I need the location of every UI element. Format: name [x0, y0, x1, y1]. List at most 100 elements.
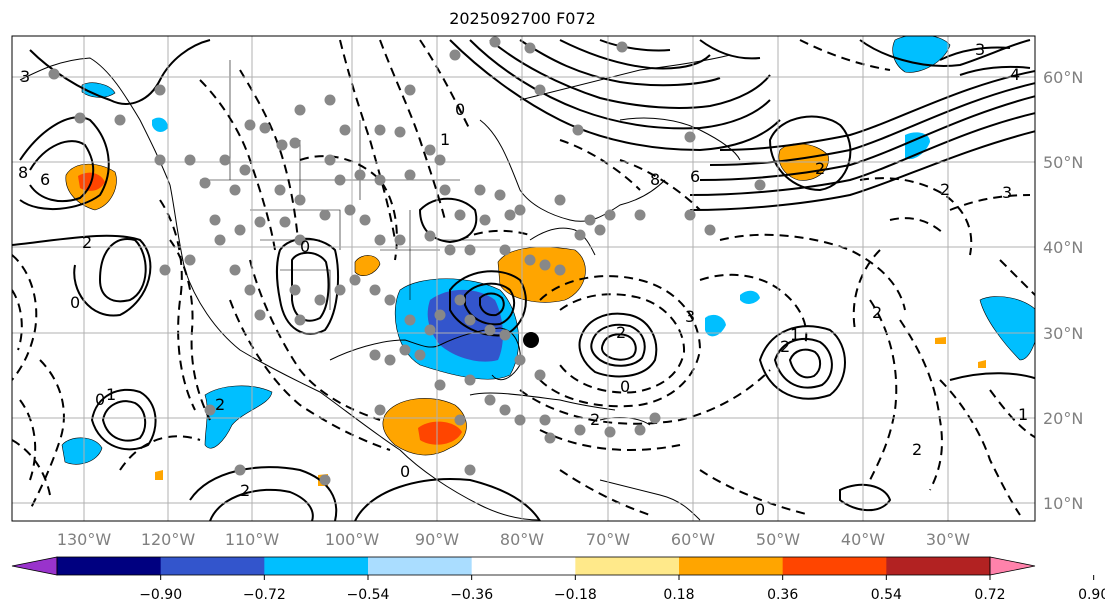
station-dot — [594, 224, 606, 236]
colorbar-segment — [886, 557, 991, 575]
colorbar-tick-label: −0.72 — [243, 587, 286, 603]
shade-light-blue — [905, 132, 930, 160]
station-dot — [244, 119, 256, 131]
colorbar-segment — [679, 557, 784, 575]
station-dot — [424, 324, 436, 336]
station-dot — [489, 36, 501, 48]
station-dot — [524, 254, 536, 266]
contour-label: 4 — [1010, 65, 1020, 84]
station-dot — [439, 184, 451, 196]
station-dot — [634, 209, 646, 221]
station-dot — [234, 464, 246, 476]
station-dot — [184, 154, 196, 166]
station-dot — [514, 204, 526, 216]
station-dot — [534, 84, 546, 96]
colorbar-tick-label: −0.54 — [347, 587, 390, 603]
shade-light-blue — [152, 117, 168, 132]
station-dot — [539, 259, 551, 271]
lon-tick-label: 60°W — [671, 530, 715, 549]
station-dot — [374, 404, 386, 416]
station-dot — [324, 154, 336, 166]
shade-orange — [935, 337, 946, 344]
station-dot — [204, 404, 216, 416]
station-dot — [319, 209, 331, 221]
contour-label: 0 — [400, 462, 410, 481]
station-dot — [229, 264, 241, 276]
station-dot — [399, 344, 411, 356]
station-dot — [574, 424, 586, 436]
station-dot — [494, 189, 506, 201]
station-dot — [209, 214, 221, 226]
station-dot — [334, 284, 346, 296]
station-dot — [214, 234, 226, 246]
station-dot — [404, 314, 416, 326]
colorbar-segment — [264, 557, 369, 575]
lat-tick-label: 30°N — [1043, 324, 1083, 343]
lon-tick-label: 30°W — [926, 530, 970, 549]
lat-tick-label: 50°N — [1043, 153, 1083, 172]
station-dot — [464, 464, 476, 476]
station-dot — [554, 194, 566, 206]
lat-tick-label: 40°N — [1043, 238, 1083, 257]
station-dot — [114, 114, 126, 126]
shade-orange — [354, 255, 381, 276]
station-dot — [154, 84, 166, 96]
station-dot — [574, 229, 586, 241]
station-dot — [414, 349, 426, 361]
station-dot — [394, 126, 406, 138]
colorbar-tick-label: 0.36 — [767, 587, 798, 603]
station-dot — [384, 294, 396, 306]
station-dot — [479, 214, 491, 226]
colorbar-extend-low — [11, 556, 58, 576]
contour-label: 0 — [755, 500, 765, 519]
station-dot — [259, 122, 271, 134]
contour-label: 3 — [975, 40, 985, 59]
lon-tick-label: 50°W — [756, 530, 800, 549]
contour-label: 1 — [106, 385, 116, 404]
station-dot — [374, 174, 386, 186]
station-dot — [74, 112, 86, 124]
contour-label: 0 — [300, 237, 310, 256]
colorbar-frame — [56, 556, 991, 576]
station-dot — [616, 41, 628, 53]
contour-label: 2 — [616, 323, 626, 342]
station-dot — [484, 324, 496, 336]
lat-tick-label: 10°N — [1043, 494, 1083, 513]
shade-light-blue — [204, 385, 273, 449]
station-dot — [499, 244, 511, 256]
station-dot — [484, 394, 496, 406]
station-dot — [704, 224, 716, 236]
station-dot — [294, 314, 306, 326]
shade-light-blue — [740, 290, 760, 304]
contour-label: 3 — [685, 307, 695, 326]
shade-light-blue — [81, 82, 116, 98]
colorbar-tick-label: −0.90 — [139, 587, 182, 603]
station-dot — [274, 184, 286, 196]
station-dot — [319, 474, 331, 486]
station-dot — [384, 354, 396, 366]
station-dot — [276, 139, 288, 151]
colorbar-segment — [782, 557, 887, 575]
shade-light-blue — [979, 296, 1035, 361]
contour-label: 0 — [620, 377, 630, 396]
colorbar-tick-label: −0.36 — [450, 587, 493, 603]
station-dot — [234, 224, 246, 236]
station-dot — [404, 169, 416, 181]
contour-label: 3 — [1002, 183, 1012, 202]
colorbar-tick-label: 0.18 — [663, 587, 694, 603]
contour-label: 6 — [40, 170, 50, 189]
colorbar-tick-label: 0.90 — [1078, 587, 1105, 603]
contour-label: 2 — [780, 337, 790, 356]
station-dot — [464, 244, 476, 256]
station-dot — [514, 414, 526, 426]
station-dot — [444, 244, 456, 256]
station-dot — [499, 404, 511, 416]
lon-axis: 130°W 120°W 110°W 100°W 90°W 80°W 70°W 6… — [57, 530, 970, 549]
station-dot — [434, 309, 446, 321]
target-marker — [523, 332, 539, 348]
station-dot — [334, 174, 346, 186]
colorbar-segment — [57, 557, 162, 575]
station-dot — [604, 209, 616, 221]
station-dot — [254, 216, 266, 228]
